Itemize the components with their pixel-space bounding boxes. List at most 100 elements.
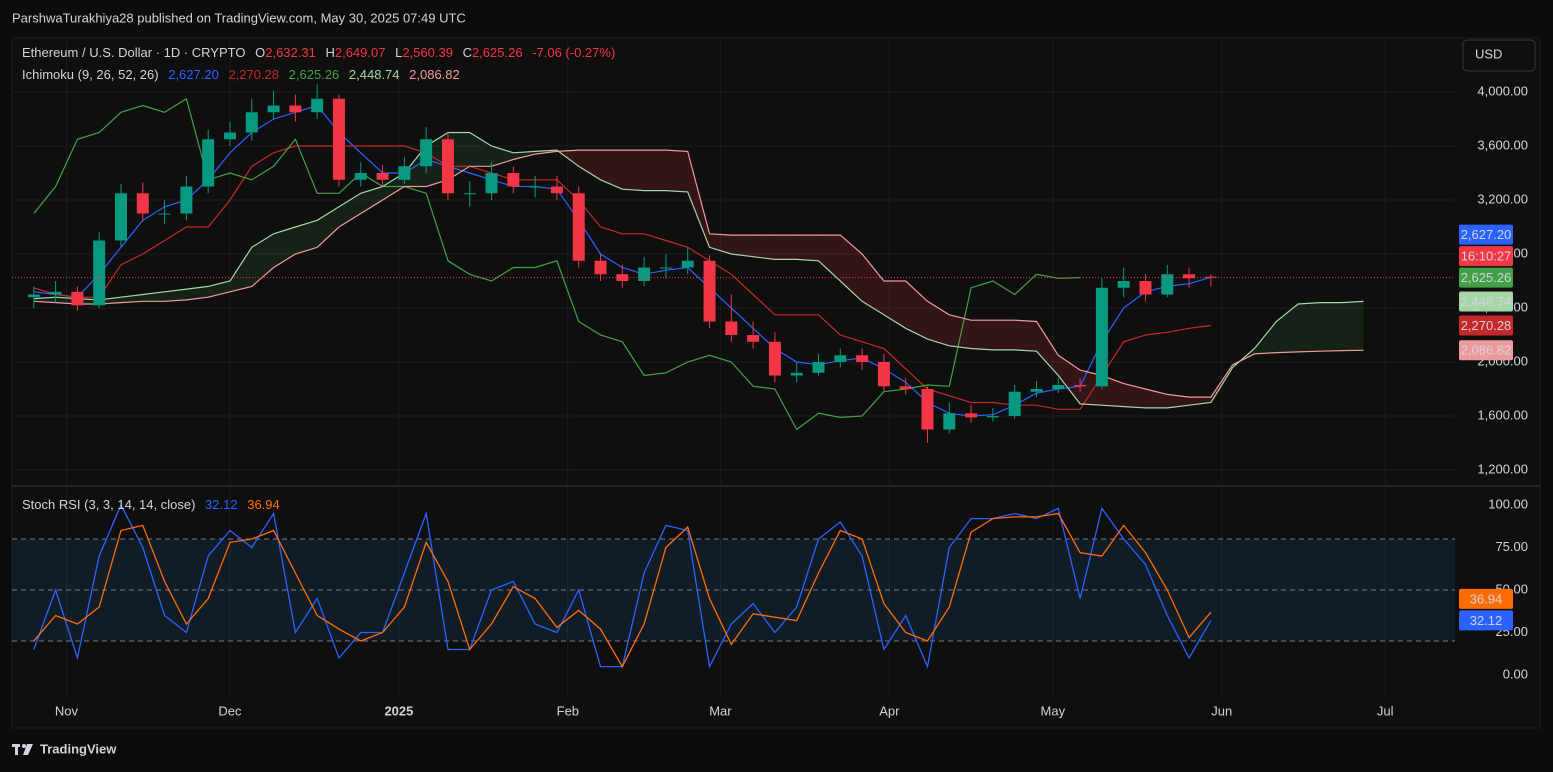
legend-value: 2,086.82 [409, 67, 460, 82]
y-tick-label: 3,600.00 [1477, 137, 1528, 152]
ichimoku-cloud [1014, 320, 1037, 352]
candle-body [550, 186, 563, 194]
candle-body [899, 386, 912, 390]
ichimoku-cloud [927, 301, 950, 346]
currency-button[interactable] [1462, 39, 1536, 72]
candle-body [376, 173, 389, 180]
candle-body [1161, 274, 1174, 295]
ichimoku-cloud [1167, 394, 1190, 408]
axis-tag-box [1459, 291, 1513, 312]
ichimoku-cloud [644, 150, 666, 191]
ichimoku-legend: Ichimoku (9, 26, 52, 26) 2,627.20 2,270.… [22, 67, 466, 82]
candle-body [158, 213, 171, 215]
ichimoku-cloud [229, 247, 252, 292]
ichimoku-cloud [796, 235, 819, 261]
ichimoku-cloud [622, 150, 645, 191]
ichimoku-cloud [513, 151, 536, 160]
candle-body [812, 362, 825, 373]
y-tick-label: 1,200.00 [1477, 461, 1528, 476]
candle-body [572, 193, 585, 261]
candle-body [93, 240, 106, 306]
candle-body [27, 294, 40, 298]
candle-body [223, 132, 236, 140]
candle-body [921, 389, 934, 430]
candle-body [267, 105, 280, 113]
y-tick-label: 100.00 [1488, 496, 1528, 511]
candle-body [441, 139, 454, 194]
candle-body [1008, 391, 1021, 417]
ohlc-key: O [255, 45, 266, 60]
candle-body [507, 173, 520, 187]
ichimoku-cloud [1058, 355, 1081, 404]
ohlc-value: 2,632.31 [265, 45, 316, 60]
candle-body [965, 413, 978, 418]
ohlc-value: 2,625.26 [471, 45, 523, 60]
candle-body [485, 173, 498, 194]
candle-body [114, 193, 127, 241]
candle-body [1095, 287, 1108, 387]
ichimoku-cloud [862, 254, 884, 315]
candle-body [790, 372, 803, 376]
indicator-title: Stoch RSI (3, 3, 14, 14, close) [22, 497, 196, 512]
y-tick-label: 0.00 [1503, 666, 1528, 681]
x-tick-label: 2025 [384, 703, 413, 718]
candle-body [180, 186, 193, 214]
candle-body [1074, 384, 1087, 387]
ichimoku-line [33, 149, 1364, 398]
legend-value: 2,448.74 [348, 67, 400, 82]
candle-body [354, 173, 367, 180]
stoch-line [33, 512, 1212, 668]
candle-body [49, 291, 62, 295]
y-tick-label: 3,200.00 [1477, 191, 1528, 206]
candle-body [986, 416, 999, 418]
axis-tag-box [1459, 588, 1513, 609]
brand-logo [12, 744, 33, 755]
candle-body [616, 274, 629, 282]
legend-value: 2,627.20 [168, 67, 219, 82]
axis-tag: 2,627.20 [1459, 224, 1513, 245]
candle-body [311, 98, 324, 113]
ichimoku-cloud [164, 289, 187, 302]
candle-body [768, 341, 781, 376]
ichimoku-cloud [469, 132, 492, 167]
candle-body [420, 139, 433, 167]
ohlc-value: 2,649.07 [334, 45, 386, 60]
candle-body [136, 193, 149, 214]
y-tick-label: 75.00 [1495, 539, 1528, 554]
x-tick-label: Nov [55, 703, 79, 718]
axis-tag-label: 2,448.74 [1461, 294, 1512, 309]
candle-body [834, 355, 847, 363]
ichimoku-cloud [578, 150, 601, 180]
currency-label[interactable]: USD [1475, 46, 1502, 61]
candle-body [202, 139, 215, 187]
indicator-title: Ichimoku (9, 26, 52, 26) [22, 67, 159, 82]
axis-tag: 2,270.28 [1459, 315, 1513, 336]
symbol-legend: Ethereum / U.S. Dollar · 1D · CRYPTO O2,… [22, 45, 621, 60]
ichimoku-cloud [731, 235, 754, 257]
candle-body [463, 193, 476, 195]
ichimoku-cloud [949, 314, 972, 349]
change: -7.06 (-0.27%) [532, 45, 616, 60]
ohlc-key: C [462, 45, 472, 60]
candle-body [1030, 389, 1043, 392]
y-tick-label: 4,000.00 [1477, 83, 1528, 98]
candle-body [289, 105, 302, 113]
ichimoku-cloud [1254, 321, 1277, 354]
candle-body [245, 112, 258, 133]
candle-body [1183, 274, 1196, 279]
axis-tag: 32.12 [1459, 610, 1513, 631]
chart-panel [11, 37, 1541, 729]
ichimoku-cloud [186, 286, 209, 300]
ichimoku-cloud [687, 151, 710, 248]
ichimoku-cloud [295, 220, 318, 255]
ichimoku-cloud [665, 150, 688, 192]
candle-body [71, 291, 84, 306]
stoch-legend: Stoch RSI (3, 3, 14, 14, close) 32.12 36… [22, 497, 286, 512]
x-tick-label: Apr [879, 703, 900, 718]
axis-tag-box [1459, 224, 1513, 245]
ohlc-key: L [395, 45, 403, 60]
axis-tag: 16:10:27 [1459, 246, 1513, 267]
axis-tag-box [1459, 340, 1513, 361]
candle-body [638, 267, 651, 282]
